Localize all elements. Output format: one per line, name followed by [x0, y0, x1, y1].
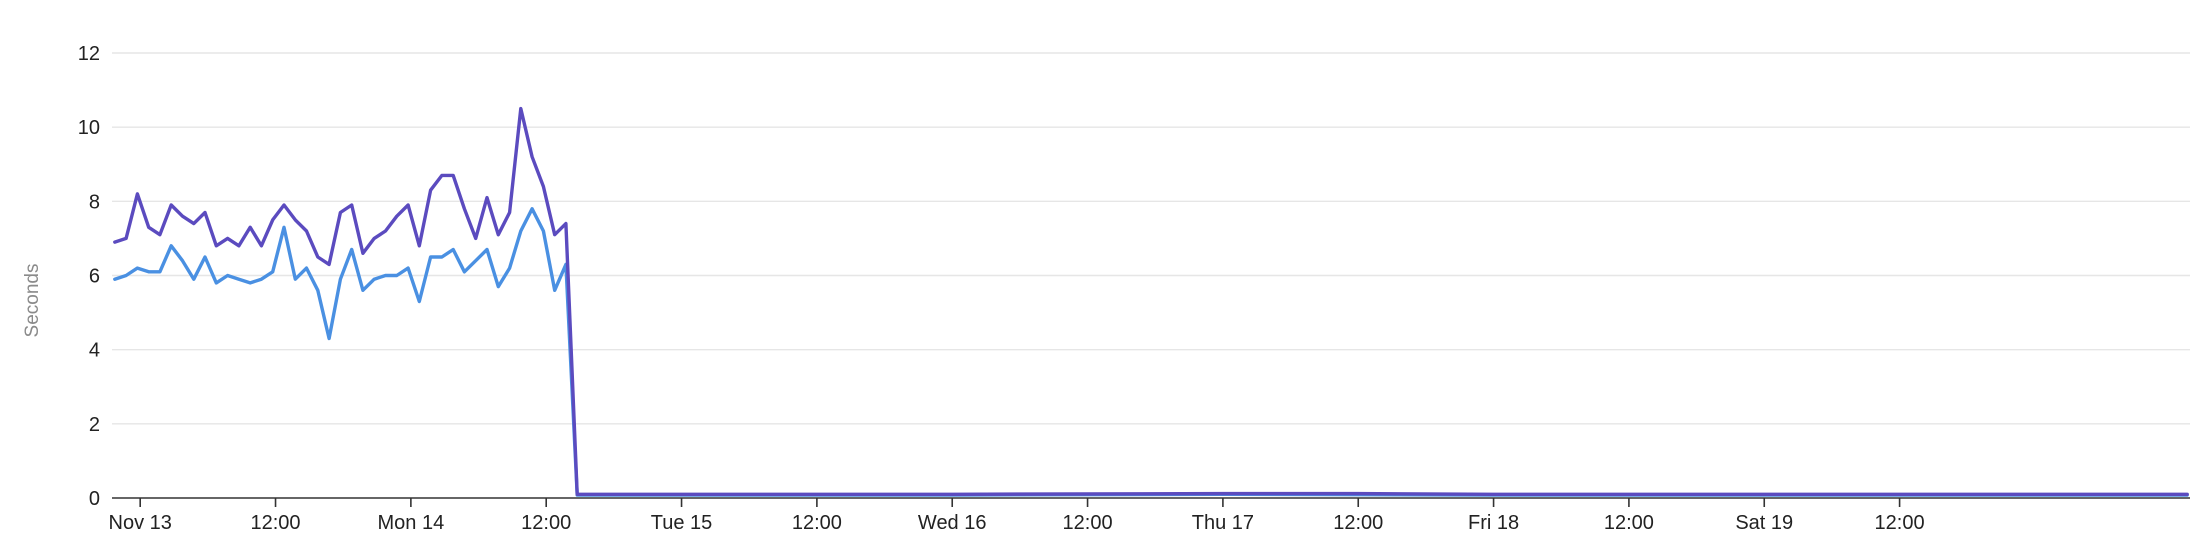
y-tick-label: 0 [89, 488, 100, 510]
x-tick-label: 12:00 [251, 512, 301, 534]
x-tick-label: Nov 13 [109, 512, 172, 534]
y-tick-label: 12 [78, 43, 100, 65]
y-tick-label: 10 [78, 117, 100, 139]
y-tick-label: 8 [89, 191, 100, 213]
x-tick-label: 12:00 [792, 512, 842, 534]
x-tick-label: 12:00 [521, 512, 571, 534]
y-axis: 0 2 4 6 8 10 12 [78, 43, 100, 510]
x-tick-label: 12:00 [1333, 512, 1383, 534]
grid-layer [112, 52, 2190, 425]
series-layer [113, 106, 2189, 497]
y-tick-label: 6 [89, 266, 100, 288]
x-tick-label: Sat 19 [1735, 512, 1793, 534]
y-tick-label: 4 [89, 340, 100, 362]
x-tick-label: 12:00 [1063, 512, 1113, 534]
x-tick-label: Mon 14 [378, 512, 445, 534]
x-tick-label: 12:00 [1604, 512, 1654, 534]
x-tick-label: Tue 15 [651, 512, 713, 534]
y-axis-label: Seconds [22, 264, 43, 338]
y-tick-label: 2 [89, 414, 100, 436]
x-tick-label: Fri 18 [1468, 512, 1519, 534]
x-axis: Nov 13 12:00 Mon 14 12:00 Tue 15 12:00 Wed 16 1… [109, 497, 2190, 534]
x-tick-label: Thu 17 [1192, 512, 1254, 534]
series-line-1 [113, 106, 2189, 496]
series-line-2 [113, 207, 2189, 497]
x-tick-label: 12:00 [1875, 512, 1925, 534]
x-tick-label: Wed 16 [918, 512, 987, 534]
